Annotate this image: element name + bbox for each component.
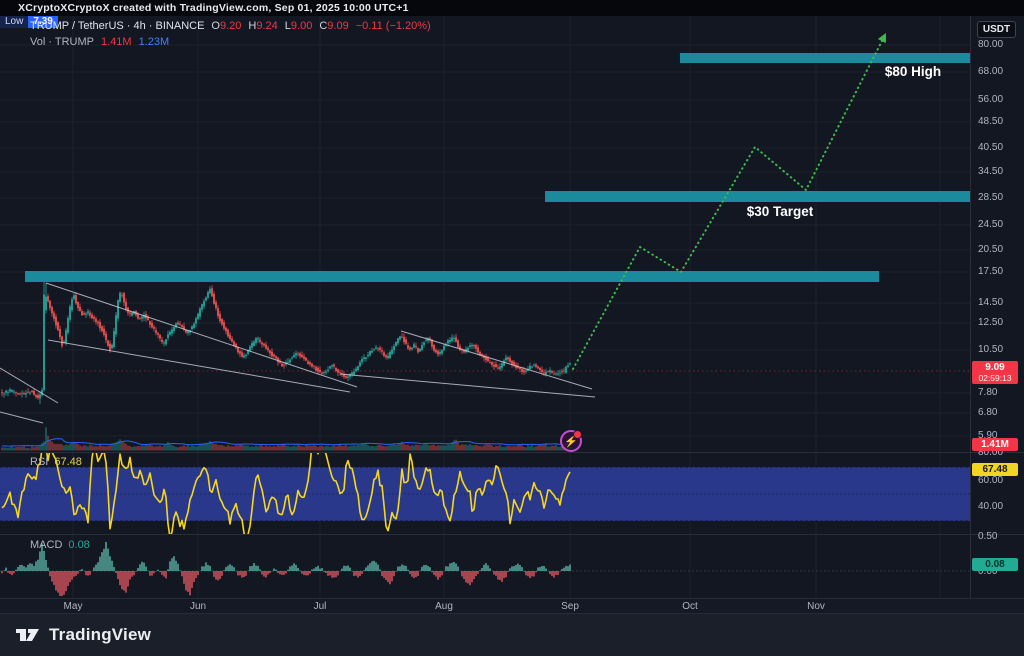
rsi-label[interactable]: RSI <box>30 456 49 468</box>
macd-legend[interactable]: MACD 0.08 <box>30 539 90 551</box>
time-tick: Jun <box>189 601 207 612</box>
currency-button[interactable]: USDT <box>977 21 1016 38</box>
symbol-title[interactable]: TRUMP / TetherUS · 4h · BINANCE <box>30 20 205 32</box>
price-tick: 80.00 <box>978 447 1004 458</box>
time-axis[interactable] <box>0 598 1024 614</box>
target-30-label: $30 Target <box>746 204 814 219</box>
ohlc-item: C9.09 <box>319 20 349 32</box>
price-tick: 12.50 <box>978 317 1004 328</box>
watermark-text: XCryptoXCryptoX created with TradingView… <box>18 2 409 14</box>
time-tick: Sep <box>561 601 579 612</box>
time-tick: May <box>63 601 83 612</box>
rsi-legend[interactable]: RSI 67.48 <box>30 456 82 468</box>
time-tick: Oct <box>682 601 698 612</box>
time-tick: Jul <box>313 601 327 612</box>
last-price-badge: 9.09 02:59:13 <box>972 361 1018 384</box>
low-price-badge: Low 7.39 <box>0 14 1024 28</box>
bar-countdown: 02:59:13 <box>978 372 1012 383</box>
macd-label[interactable]: MACD <box>30 539 63 551</box>
rsi-value: 67.48 <box>54 456 82 468</box>
price-tick: 28.50 <box>978 192 1004 203</box>
price-tick: 0.50 <box>978 531 998 542</box>
price-tick: 10.50 <box>978 344 1004 355</box>
tradingview-logo-icon[interactable] <box>14 625 41 645</box>
price-tick: 56.00 <box>978 94 1004 105</box>
volume-label[interactable]: Vol · TRUMP <box>30 36 94 48</box>
price-tick: 5.90 <box>978 430 998 441</box>
price-tick: 17.50 <box>978 266 1004 277</box>
flash-order-icon[interactable]: ⚡ <box>560 430 582 452</box>
volume-legend[interactable]: Vol · TRUMP 1.41M 1.23M <box>30 36 169 48</box>
price-tick: 34.50 <box>978 166 1004 177</box>
time-tick: Aug <box>435 601 453 612</box>
ohlc-item: O9.20 <box>211 20 242 32</box>
low-badge-value: 7.39 <box>28 14 58 28</box>
volume-value: 1.41M <box>100 36 132 48</box>
price-tick: 20.50 <box>978 244 1004 255</box>
price-tick: 14.50 <box>978 297 1004 308</box>
high-80-label: $80 High <box>884 64 942 79</box>
time-tick: Nov <box>807 601 825 612</box>
price-tick: 0.00 <box>978 566 998 577</box>
tradingview-wordmark[interactable]: TradingView <box>49 625 152 644</box>
ohlc-item: H9.24 <box>248 20 278 32</box>
price-tick: 6.80 <box>978 407 998 418</box>
price-tick: 60.00 <box>978 475 1004 486</box>
price-tick: 24.50 <box>978 219 1004 230</box>
price-tick: 68.00 <box>978 66 1004 77</box>
change-value: −0.11 (−1.20%) <box>355 20 431 32</box>
footer-bar: TradingView <box>0 613 1024 656</box>
last-price-value: 9.09 <box>985 361 1005 373</box>
price-tick: 7.80 <box>978 387 998 398</box>
rsi-axis-badge: 67.48 <box>972 463 1018 476</box>
macd-axis-badge: 0.08 <box>972 558 1018 571</box>
ohlc-values: O9.20 H9.24 L9.00 C9.09 <box>211 20 348 32</box>
low-badge-word: Low <box>0 14 29 28</box>
symbol-legend[interactable]: TRUMP / TetherUS · 4h · BINANCE O9.20 H9.… <box>30 20 431 32</box>
notification-dot <box>573 430 582 439</box>
price-tick: 80.00 <box>978 39 1004 50</box>
price-tick: 48.50 <box>978 116 1004 127</box>
price-tick: 40.00 <box>978 501 1004 512</box>
ohlc-item: L9.00 <box>284 20 313 32</box>
macd-value: 0.08 <box>68 539 90 551</box>
volume-axis-badge: 1.41M <box>972 438 1018 451</box>
price-tick: 40.50 <box>978 142 1004 153</box>
watermark-bar: XCryptoXCryptoX created with TradingView… <box>0 0 1024 16</box>
volume-ma-value: 1.23M <box>138 36 170 48</box>
